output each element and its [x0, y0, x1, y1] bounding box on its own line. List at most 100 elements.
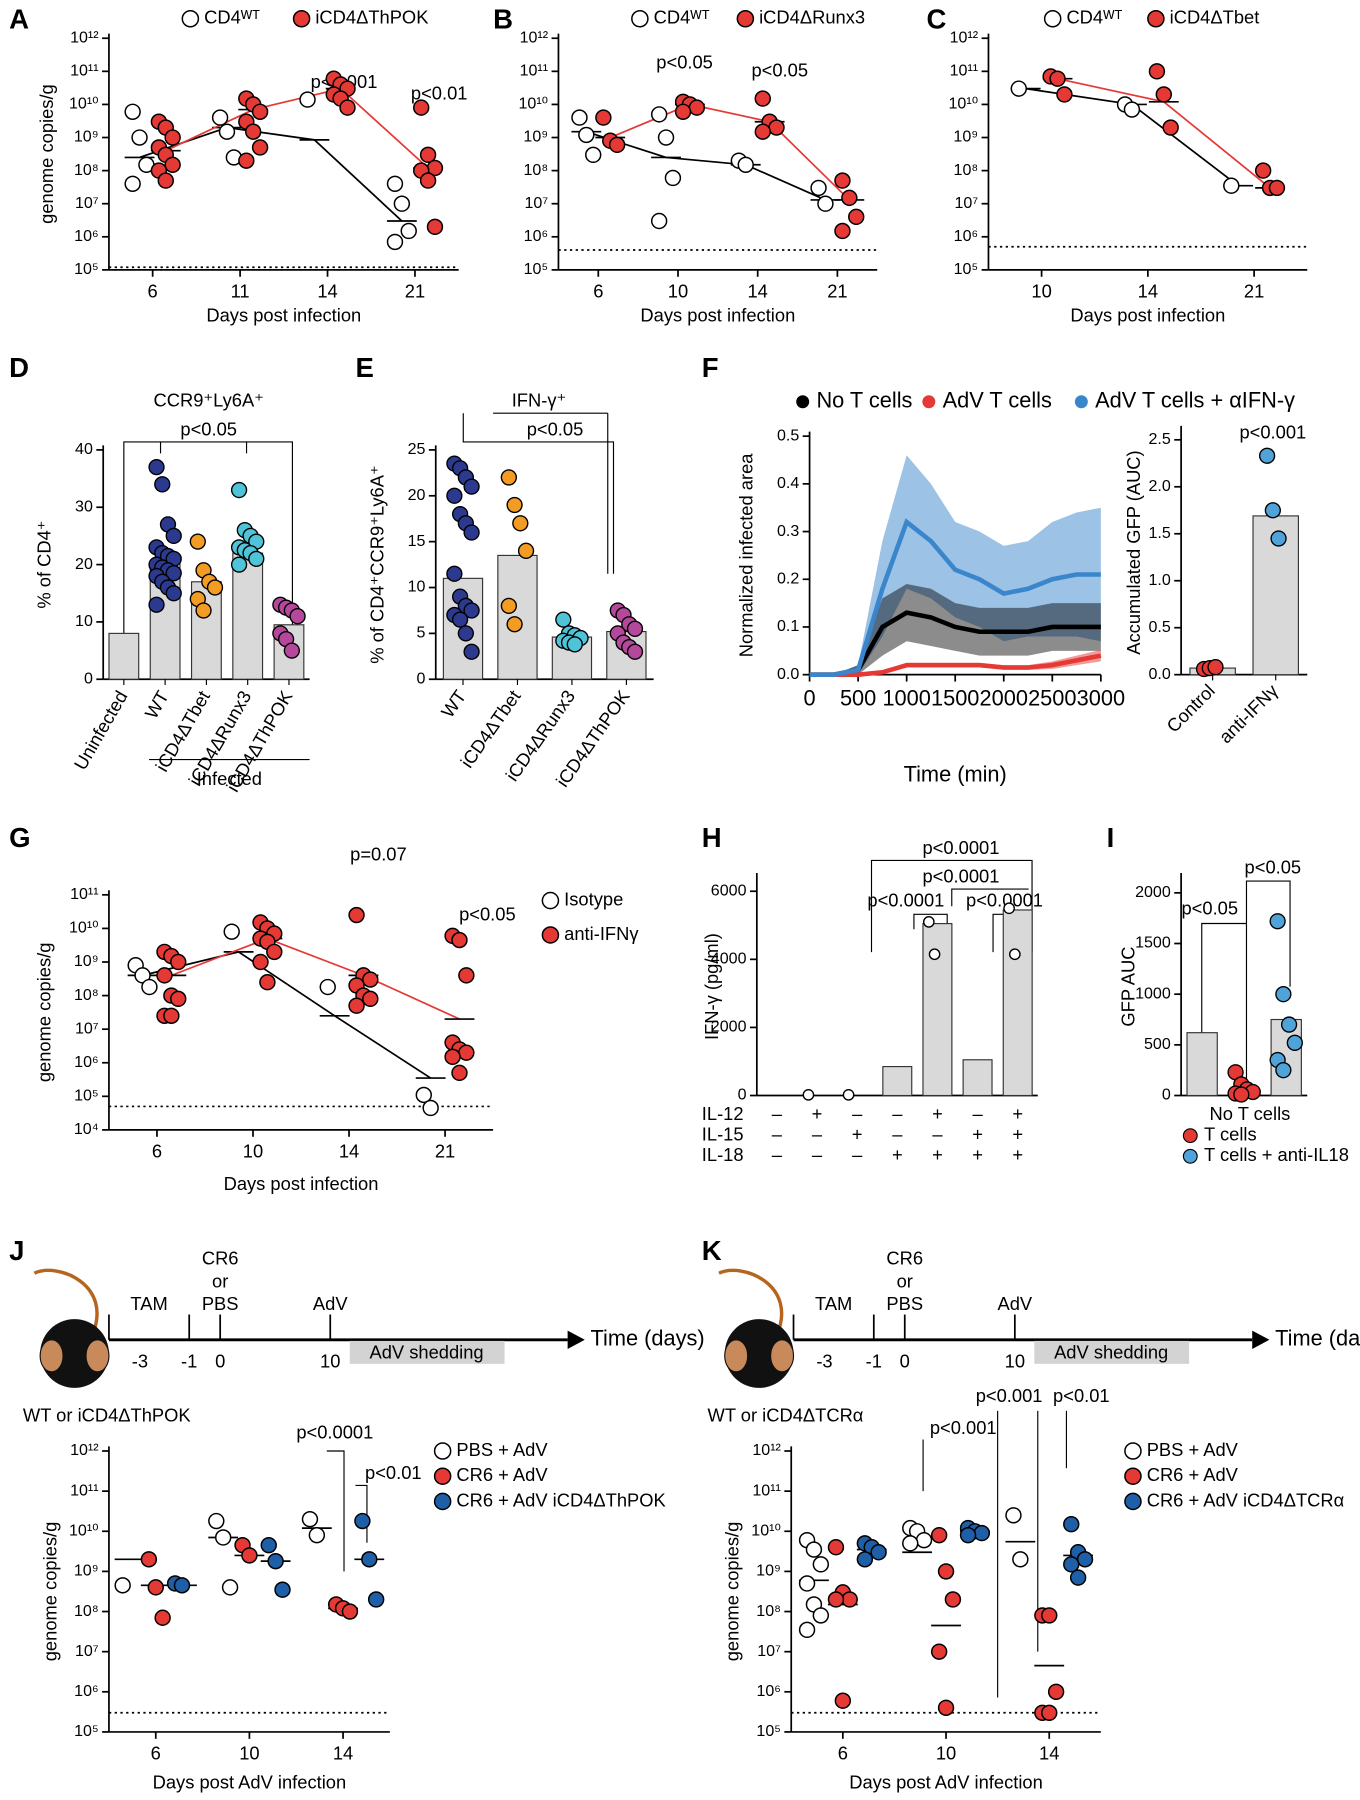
condition-sign: + — [932, 1144, 943, 1165]
data-point — [626, 643, 644, 660]
data-point — [944, 1591, 962, 1608]
event-label: AdV — [313, 1293, 348, 1314]
data-point — [148, 596, 165, 613]
data-point — [517, 542, 535, 559]
y-tick-label: 0.1 — [777, 617, 799, 635]
x-axis-label: Time (min) — [904, 761, 1007, 786]
data-point — [386, 175, 404, 192]
data-point — [571, 109, 588, 126]
condition-sign: – — [932, 1123, 943, 1144]
data-point — [805, 1541, 823, 1558]
y-tick-label: 0.5 — [1148, 618, 1170, 636]
data-point — [173, 1577, 191, 1594]
y-tick-label: 10⁶ — [74, 227, 98, 245]
y-tick-label: 0 — [416, 669, 425, 687]
x-tick-label: 6 — [148, 281, 158, 302]
p-value: p<0.0001 — [922, 865, 999, 886]
data-point — [446, 565, 463, 582]
data-point — [230, 556, 248, 573]
data-point — [657, 129, 675, 146]
y-tick-label: 500 — [1144, 1035, 1171, 1053]
y-tick-label: 10¹² — [950, 28, 979, 46]
y-tick-label: 10⁹ — [523, 128, 548, 146]
y-tick-label: 0 — [84, 669, 93, 687]
legend-marker — [736, 9, 755, 28]
p-value: p<0.05 — [527, 418, 584, 439]
y-tick-label: 10⁵ — [74, 1722, 99, 1740]
data-point — [251, 103, 269, 120]
y-tick-label: 40 — [75, 440, 93, 458]
y-tick-label: 0.0 — [777, 665, 799, 683]
mouse-ear — [770, 1339, 795, 1373]
p-value: p<0.001 — [1239, 422, 1306, 443]
event-label: PBS — [202, 1293, 239, 1314]
data-point — [1012, 1551, 1029, 1568]
x-tick-label: 6 — [152, 1141, 162, 1162]
data-point — [1264, 502, 1281, 519]
y-tick-label: 10¹¹ — [950, 62, 979, 80]
condition-sign: + — [812, 1103, 823, 1124]
data-point — [206, 579, 224, 596]
mouse-ear — [85, 1339, 110, 1373]
data-point — [664, 169, 682, 187]
data-point — [241, 1547, 258, 1564]
data-point — [1063, 1515, 1080, 1533]
data-point — [114, 1577, 131, 1594]
legend-label: CR6 + AdV iCD4ΔTCRα — [1147, 1489, 1345, 1510]
condition-sign: – — [772, 1123, 783, 1144]
data-point — [170, 990, 187, 1008]
y-tick-label: 10¹² — [752, 1441, 781, 1459]
data-point — [650, 212, 668, 230]
panel-letter: F — [702, 352, 719, 383]
y-tick-label: 10⁸ — [74, 1602, 99, 1620]
legend-marker — [1124, 1467, 1142, 1485]
data-point — [299, 91, 316, 108]
condition-sign: + — [1012, 1144, 1023, 1165]
p-value: p<0.01 — [411, 82, 468, 103]
event-label: PBS — [886, 1293, 923, 1314]
data-point — [848, 208, 865, 226]
data-point — [1258, 447, 1276, 464]
x-tick-label: 21 — [405, 281, 425, 302]
y-tick-label: 0.3 — [777, 522, 799, 540]
y-tick-label: 10¹⁰ — [751, 1521, 781, 1539]
bracket — [951, 888, 1029, 907]
data-point — [147, 1579, 164, 1596]
data-point — [1008, 948, 1021, 961]
data-point — [827, 1591, 845, 1608]
data-point — [1041, 1607, 1058, 1624]
condition-sign: + — [972, 1123, 983, 1144]
data-point — [301, 1510, 319, 1528]
data-point — [834, 222, 851, 240]
legend-label: CR6 + AdV — [456, 1464, 548, 1485]
y-tick-label: 2.0 — [1148, 477, 1170, 495]
data-point — [754, 90, 771, 107]
p-value: p<0.001 — [976, 1385, 1043, 1406]
x-tick-label: 2000 — [980, 686, 1028, 711]
data-point — [595, 109, 612, 126]
data-point — [140, 1551, 158, 1568]
y-tick-label: 10⁵ — [954, 260, 979, 278]
y-tick-label: 10⁸ — [74, 161, 99, 179]
y-tick-label: 10⁸ — [954, 161, 979, 179]
x-tick-label: 10 — [1031, 281, 1051, 302]
x-tick-label: 21 — [1244, 281, 1264, 302]
data-point — [578, 126, 595, 144]
y-axis-label: IFN-γ (pg/ml) — [701, 933, 722, 1040]
y-tick-label: 6000 — [711, 881, 747, 899]
legend-label: CD4ᵂᵀ — [1066, 7, 1122, 28]
y-tick-label: 10⁹ — [74, 1562, 99, 1580]
y-tick-label: 0 — [1162, 1086, 1171, 1104]
data-point — [446, 487, 463, 504]
data-point — [870, 1544, 887, 1561]
p-value: p<0.0001 — [867, 890, 944, 911]
y-tick-label: 1000 — [1135, 984, 1171, 1002]
legend-label: iCD4ΔRunx3 — [759, 7, 865, 28]
data-point — [930, 1526, 948, 1544]
x-tick-label: 14 — [1138, 281, 1158, 302]
event-label: CR6 — [202, 1247, 239, 1268]
legend-label: CD4ᵂᵀ — [204, 7, 260, 28]
legend-marker — [796, 395, 810, 409]
time-tick-label: 0 — [215, 1351, 225, 1372]
x-tick-label: 2500 — [1028, 686, 1076, 711]
